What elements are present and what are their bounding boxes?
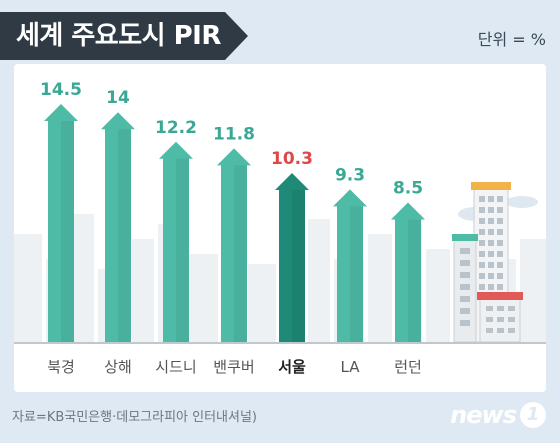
category-label: 북경 — [47, 358, 75, 376]
window — [460, 248, 470, 254]
skyline-block — [188, 254, 218, 342]
window — [488, 207, 494, 213]
window — [497, 218, 503, 224]
window — [508, 317, 515, 322]
x-axis-line — [14, 342, 546, 344]
window — [508, 328, 515, 333]
window — [497, 207, 503, 213]
window — [460, 296, 470, 302]
bar-런던 — [391, 202, 425, 342]
category-label: 상해 — [104, 358, 132, 376]
bar-shade — [292, 189, 305, 342]
window — [479, 262, 485, 268]
skyline-block — [520, 239, 546, 342]
bar-shade — [350, 206, 363, 342]
window — [486, 328, 493, 333]
category-labels: 북경 상해 시드니 밴쿠버 서울 LA 런던 — [47, 358, 422, 376]
window — [479, 218, 485, 224]
window — [488, 229, 494, 235]
window — [479, 284, 485, 290]
bar-LA — [333, 189, 367, 342]
logo-text: news — [450, 401, 517, 429]
category-label: 시드니 — [155, 358, 196, 376]
bar-밴쿠버 — [217, 148, 251, 342]
value-label: 10.3 — [271, 149, 313, 169]
window — [497, 196, 503, 202]
window — [488, 218, 494, 224]
bar-상해 — [101, 112, 135, 342]
skyline-block — [14, 234, 42, 342]
window — [497, 306, 504, 311]
short-building-roof — [452, 234, 478, 241]
short-building — [453, 239, 477, 343]
chart-card: 14.5 14 12.2 11.8 10.3 9.3 8.5 북경 상해 시드니 밴쿠버 서울 LA 런… — [14, 64, 546, 392]
bar-시드니 — [159, 141, 193, 342]
window — [497, 251, 503, 257]
window — [497, 240, 503, 246]
window — [479, 207, 485, 213]
window — [488, 196, 494, 202]
window — [486, 317, 493, 322]
bar-서울 — [275, 172, 309, 342]
window — [460, 284, 470, 290]
page-title: 세계 주요도시 PIR — [16, 21, 221, 51]
value-label: 14.5 — [40, 80, 82, 100]
skyline-block — [368, 234, 392, 342]
value-label: 12.2 — [155, 118, 197, 138]
low-building-roof — [477, 292, 523, 300]
bar-group: 14.5 14 12.2 11.8 10.3 9.3 8.5 — [40, 80, 425, 342]
skyline-block — [426, 249, 450, 342]
tower-roof — [471, 182, 511, 190]
value-label: 14 — [106, 88, 130, 108]
skyline-block — [308, 219, 330, 342]
bar-shade — [61, 121, 74, 342]
window — [479, 251, 485, 257]
window — [508, 306, 515, 311]
unit-label: 단위 = % — [477, 30, 546, 49]
window — [497, 262, 503, 268]
value-label: 9.3 — [335, 165, 365, 185]
category-label: 서울 — [278, 358, 306, 376]
window — [460, 272, 470, 278]
skyline-block — [248, 264, 276, 342]
window — [497, 328, 504, 333]
window — [488, 262, 494, 268]
window — [497, 317, 504, 322]
cloud-shape — [506, 196, 538, 208]
category-label: LA — [341, 358, 361, 376]
window — [479, 240, 485, 246]
window — [497, 273, 503, 279]
window — [479, 196, 485, 202]
window — [479, 273, 485, 279]
window — [497, 284, 503, 290]
value-label: 11.8 — [213, 124, 255, 144]
value-label: 8.5 — [393, 178, 423, 198]
window — [488, 240, 494, 246]
window — [486, 306, 493, 311]
window — [497, 229, 503, 235]
bar-chart: 14.5 14 12.2 11.8 10.3 9.3 8.5 북경 상해 시드니 밴쿠버 서울 LA 런… — [14, 80, 546, 376]
window — [488, 284, 494, 290]
window — [460, 308, 470, 314]
category-label: 런던 — [394, 358, 422, 376]
bar-shade — [408, 219, 421, 342]
title-banner: 세계 주요도시 PIR — [0, 12, 248, 60]
window — [479, 229, 485, 235]
skyline-block — [132, 239, 154, 342]
bar-shade — [234, 165, 247, 342]
logo-badge: 1 — [520, 402, 546, 428]
window — [460, 320, 470, 326]
category-label: 밴쿠버 — [213, 358, 254, 376]
window — [488, 251, 494, 257]
window — [460, 260, 470, 266]
building-illustration — [452, 182, 538, 343]
news1-logo: news 1 — [450, 398, 546, 432]
source-note: 자료=KB국민은행·데모그라피아 인터내셔널) — [12, 410, 257, 425]
bar-북경 — [44, 104, 78, 342]
bar-shade — [118, 129, 131, 342]
bar-shade — [176, 158, 189, 342]
window — [488, 273, 494, 279]
